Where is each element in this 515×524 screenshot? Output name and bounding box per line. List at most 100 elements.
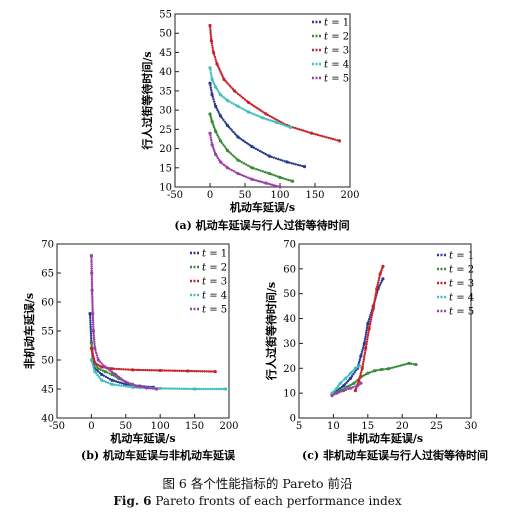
- figure-caption-cn-text: 图 6 各个性能指标的 Pareto 前沿: [162, 476, 353, 491]
- data-dot: [267, 118, 270, 121]
- data-dot: [90, 282, 94, 286]
- data-dot: [129, 385, 132, 389]
- data-dot: [268, 183, 272, 186]
- data-dot: [259, 109, 262, 112]
- data-dot: [93, 342, 96, 346]
- data-dot: [327, 136, 330, 140]
- data-point: [236, 158, 240, 162]
- data-dot: [263, 117, 266, 120]
- data-dot: [261, 170, 265, 173]
- data-dot: [122, 384, 125, 388]
- data-dot: [163, 369, 166, 372]
- data-dot: [90, 361, 94, 364]
- data-dot: [412, 362, 415, 366]
- data-dot: [354, 387, 358, 390]
- data-dot: [161, 369, 164, 372]
- series-t3: [89, 346, 217, 374]
- data-dot: [215, 87, 219, 91]
- data-point: [211, 50, 216, 55]
- data-dot: [362, 360, 365, 363]
- data-dot: [89, 328, 92, 331]
- data-dot: [298, 128, 301, 131]
- data-dot: [182, 387, 186, 391]
- data-dot: [242, 139, 245, 142]
- data-dot: [243, 108, 246, 111]
- data-dot: [364, 344, 368, 348]
- data-dot: [258, 149, 261, 153]
- legend: t = 1 t = 2 t = 3 t = 4 t = 5: [312, 18, 349, 85]
- data-dot: [374, 296, 377, 299]
- data-point: [225, 98, 230, 103]
- data-dot: [358, 375, 362, 378]
- data-dot: [146, 368, 149, 372]
- data-dot: [378, 368, 381, 372]
- data-dot: [367, 331, 370, 335]
- data-point: [291, 179, 295, 183]
- data-dot: [243, 140, 247, 144]
- data-dot: [97, 375, 101, 379]
- data-dot: [277, 121, 280, 125]
- y-tick-label: 20: [159, 144, 172, 155]
- data-dot: [372, 303, 376, 306]
- data-point: [213, 370, 217, 374]
- data-dot: [371, 311, 374, 315]
- data-dot: [215, 60, 218, 63]
- data-dot: [161, 387, 164, 390]
- data-dot: [228, 100, 231, 103]
- data-dot: [106, 381, 110, 384]
- data-dot: [91, 318, 95, 322]
- data-point: [274, 120, 279, 125]
- data-dot: [233, 132, 237, 135]
- data-dot: [352, 373, 355, 376]
- data-dot: [206, 387, 210, 391]
- data-dot: [191, 387, 194, 391]
- data-dot: [269, 119, 272, 122]
- data-dot: [240, 161, 244, 164]
- data-dot: [217, 66, 220, 70]
- data-dot: [182, 369, 185, 373]
- data-dot: [230, 101, 233, 105]
- data-point: [250, 177, 254, 181]
- data-dot: [252, 146, 256, 149]
- x-tick-label: 20: [396, 421, 409, 432]
- data-dot: [215, 131, 218, 135]
- data-dot: [278, 120, 281, 123]
- data-dot: [292, 162, 295, 165]
- data-dot: [209, 30, 212, 34]
- legend-label: t = 2: [324, 32, 349, 43]
- data-dot: [274, 157, 278, 160]
- x-tick-label: 10: [327, 421, 340, 432]
- data-dot: [91, 351, 94, 354]
- data-dot: [113, 383, 116, 386]
- legend-label: t = 5: [202, 305, 227, 316]
- data-dot: [358, 360, 361, 364]
- x-tick-label: 150: [305, 190, 324, 201]
- data-dot: [221, 162, 224, 165]
- data-dot: [238, 159, 242, 163]
- data-dot: [209, 33, 212, 36]
- data-dot: [393, 365, 396, 369]
- data-point: [89, 341, 93, 345]
- data-point: [158, 368, 162, 373]
- data-point: [89, 346, 93, 350]
- data-dot: [358, 358, 361, 362]
- data-dot: [211, 80, 215, 83]
- x-tick-label: 50: [119, 421, 132, 432]
- y-tick-label: 30: [159, 106, 172, 117]
- data-dot: [378, 276, 381, 280]
- data-dot: [225, 81, 229, 84]
- data-dot: [98, 360, 102, 363]
- data-dot: [90, 343, 93, 346]
- data-dot: [340, 380, 344, 383]
- data-dot: [255, 168, 258, 171]
- data-dot: [366, 324, 369, 327]
- data-dot: [171, 387, 175, 390]
- data-dot: [285, 124, 288, 128]
- data-dot: [152, 369, 156, 372]
- data-dot: [259, 169, 262, 172]
- data-dot: [264, 152, 267, 156]
- data-dot: [222, 163, 226, 167]
- data-dot: [290, 161, 293, 165]
- data-dot: [89, 330, 93, 333]
- data-dot: [126, 381, 130, 385]
